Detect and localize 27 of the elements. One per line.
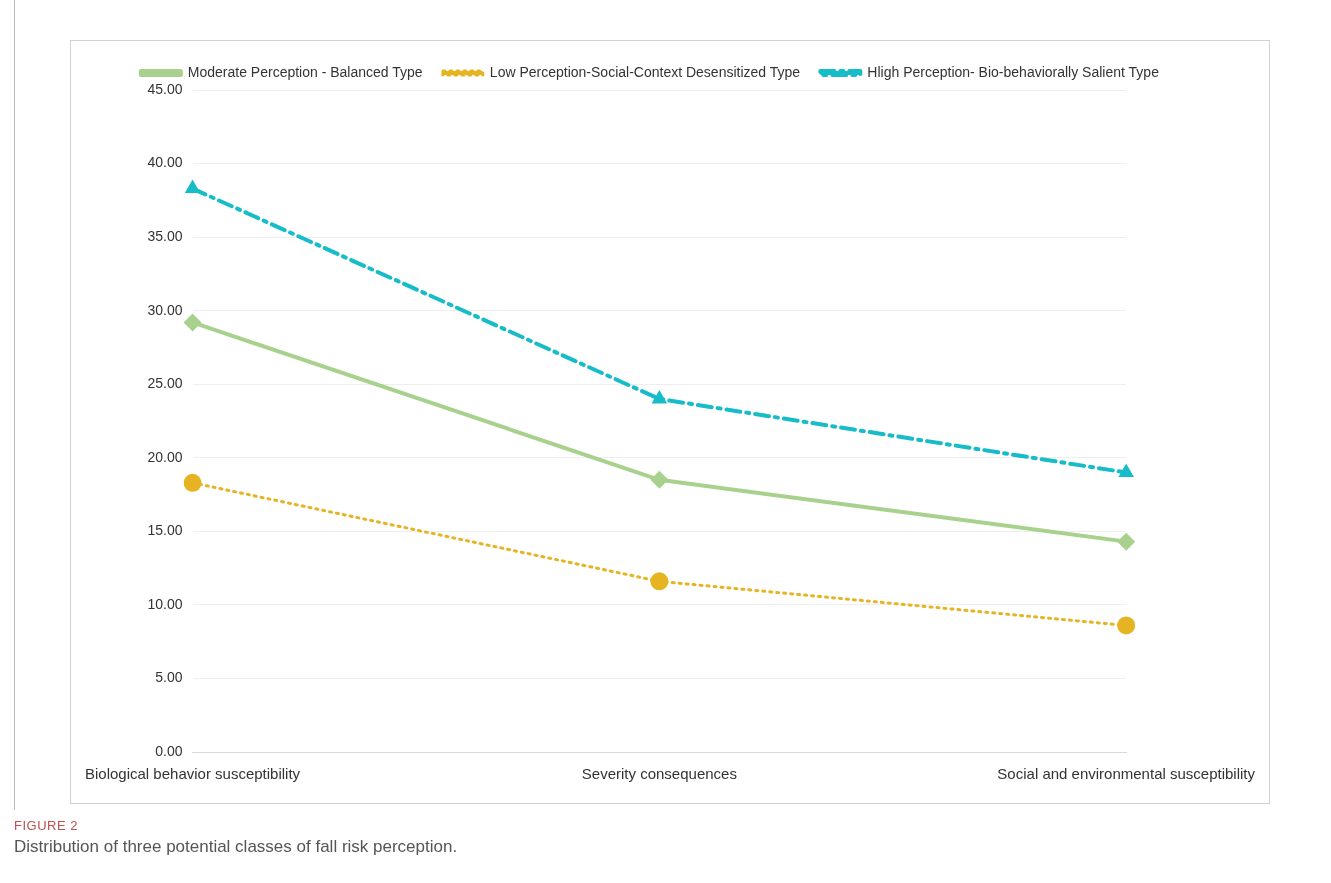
x-tick-label: Biological behavior susceptibility (84, 765, 301, 783)
y-tick-label: 45.00 (147, 80, 183, 97)
point (650, 572, 669, 591)
point (1117, 532, 1136, 551)
point (183, 313, 202, 332)
point (1117, 616, 1136, 635)
y-tick-label: 40.00 (147, 154, 183, 171)
y-tick-label: 0.00 (155, 742, 183, 759)
y-tick-label: 10.00 (147, 595, 183, 612)
y-tick-label: 5.00 (155, 669, 183, 686)
y-tick-label: 20.00 (147, 448, 183, 465)
y-tick-label: 25.00 (147, 375, 183, 392)
legend-label: Low Perception-Social-Context Desensitized Type (489, 63, 801, 80)
point (184, 179, 201, 194)
x-tick-label: Severity consequences (581, 765, 737, 783)
point (183, 473, 202, 492)
text: Distribution of three potential classes of fall risk perception. (14, 837, 458, 857)
caption: FIGURE 2 (14, 818, 79, 833)
point (650, 470, 669, 489)
x-tick-label: Social and environmental susceptibility (997, 765, 1256, 783)
y-tick-label: 35.00 (147, 227, 183, 244)
legend-label: Hligh Perception- Bio-behaviorally Salient Type (867, 63, 1160, 80)
y-tick-label: 15.00 (147, 522, 183, 539)
point (651, 389, 668, 404)
legend-label: Moderate Perception - Balanced Type (187, 63, 423, 80)
y-tick-label: 30.00 (147, 301, 183, 318)
point (1118, 463, 1134, 477)
